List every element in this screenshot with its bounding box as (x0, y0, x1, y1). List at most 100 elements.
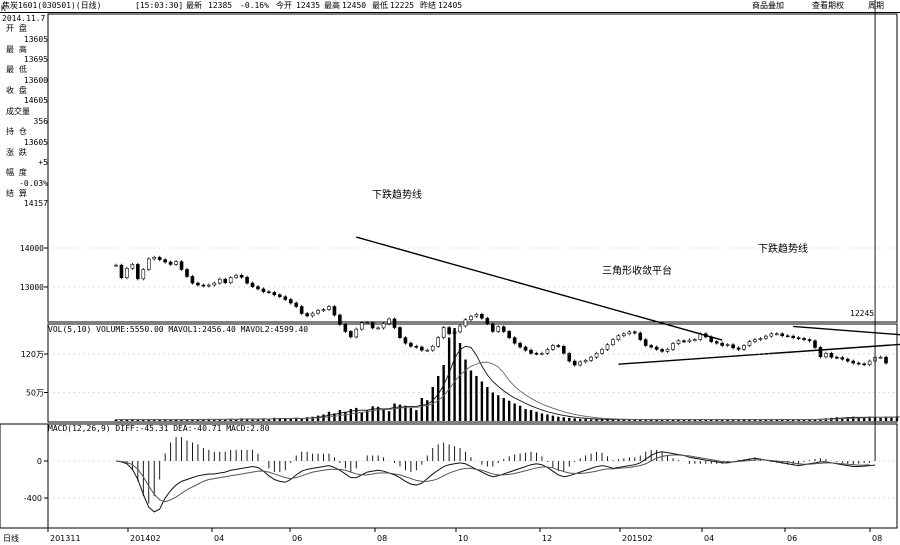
candle-body (551, 345, 555, 350)
volume-panel-frame (47, 323, 898, 423)
candle-body (523, 346, 528, 351)
volume-bar (469, 370, 473, 421)
x-axis-tick-label: 06 (787, 534, 797, 543)
volume-bar (447, 337, 451, 421)
price-y-tick-label: 14000 (20, 244, 44, 253)
candle-body (562, 345, 566, 354)
volume-bar (371, 406, 374, 421)
candle-body (343, 324, 348, 332)
info-value-change: +5 (38, 158, 48, 168)
price-y-tick-label: 13000 (20, 283, 44, 292)
candle-body (594, 352, 599, 358)
period-button[interactable]: 周期 (868, 1, 884, 10)
candle-body (813, 340, 817, 348)
volume-bar (791, 419, 795, 421)
info-label-volume: 成交量 (6, 106, 30, 116)
macd-y-tick-label: 0 (37, 457, 42, 466)
candle-body (316, 310, 320, 314)
volume-bar (256, 418, 260, 421)
candle-body (589, 356, 593, 361)
volume-bar (759, 419, 762, 421)
candle-body (856, 362, 861, 365)
volume-bar (387, 411, 391, 421)
candle-body (518, 342, 522, 348)
volume-bar (491, 392, 495, 421)
volume-bar (622, 419, 626, 421)
info-label-position: 持 仓 (6, 127, 27, 137)
volume-bar (475, 376, 478, 421)
trend-line (356, 236, 723, 341)
close-label: 昨结 (420, 1, 436, 10)
candle-body (436, 337, 440, 347)
info-label-change: 涨 跌 (6, 147, 27, 157)
candle-body (359, 322, 364, 330)
volume-bar (224, 419, 227, 421)
candle-body (829, 352, 834, 358)
candle-body (660, 349, 664, 352)
volume-bar (218, 419, 221, 421)
trend-line-label-2: 下跌趋势线 (758, 242, 808, 255)
candle-body (654, 346, 659, 350)
volume-bar (125, 419, 129, 421)
volume-bar (120, 419, 123, 421)
candle-body (157, 257, 162, 260)
volume-bar (748, 419, 751, 421)
candle-body (791, 335, 795, 339)
info-value-settle: 14157 (23, 199, 48, 209)
low-value: 12225 (390, 1, 415, 10)
overlay-commodity-button[interactable]: 商品叠加 (752, 1, 784, 10)
price-panel: 14000 13000 (20, 236, 900, 367)
last-low-value-label: 12245 (850, 309, 874, 318)
volume-bar (890, 417, 893, 421)
panel-frames (0, 13, 898, 529)
info-label-amplitude: 幅 度 (6, 168, 27, 178)
info-value-position: 13605 (23, 137, 48, 147)
candle-body (267, 291, 271, 293)
candle-body (807, 339, 812, 342)
candle-body (480, 313, 484, 319)
volume-bar (846, 417, 849, 421)
volume-bar (278, 418, 282, 421)
high-label: 最高 (324, 1, 340, 10)
candle-body (299, 306, 304, 314)
volume-bar (163, 419, 167, 421)
volume-bar (540, 413, 544, 421)
candle-body (261, 288, 266, 292)
candle-body (796, 337, 801, 340)
info-label-open: 开 盘 (6, 24, 27, 34)
candle-body (217, 278, 222, 284)
macd-diff-line (115, 451, 876, 513)
volume-bar (731, 419, 735, 421)
trend-line (793, 325, 900, 336)
volume-bar (136, 419, 140, 421)
candle-body (152, 257, 157, 260)
volume-bar (453, 328, 456, 421)
info-value-low: 13600 (23, 75, 48, 85)
candle-body (212, 282, 217, 286)
volume-bar (611, 419, 615, 421)
candle-body (862, 363, 866, 366)
candle-body (370, 322, 375, 329)
candle-body (622, 333, 626, 337)
contract-title: 焦炭1601(030501)(日线) (2, 1, 102, 10)
candle-body (845, 358, 850, 362)
volume-bar (251, 419, 254, 421)
candle-body (671, 343, 675, 350)
x-axis-tick-label: 04 (704, 534, 714, 543)
view-options-button[interactable]: 查看期权 (812, 1, 844, 10)
candle-body (278, 294, 282, 298)
volume-bar (376, 406, 380, 421)
candle-body (256, 286, 260, 290)
macd-panel-frame (47, 423, 898, 529)
candle-body (731, 344, 735, 349)
header-bar: 焦炭1601(030501)(日线) [15:03:30] 最新 12385 -… (0, 0, 900, 13)
candle-body (174, 261, 178, 265)
volume-bar (174, 419, 178, 421)
open-value: 12435 (296, 1, 321, 10)
volume-bar (464, 359, 467, 421)
volume-bar (415, 410, 418, 421)
info-panel: K 2014.11.7 开 盘 13605 最 高 13695 最 低 1360… (0, 4, 48, 210)
volume-bar (480, 381, 484, 421)
candle-body (534, 352, 539, 355)
volume-bar (808, 419, 811, 421)
